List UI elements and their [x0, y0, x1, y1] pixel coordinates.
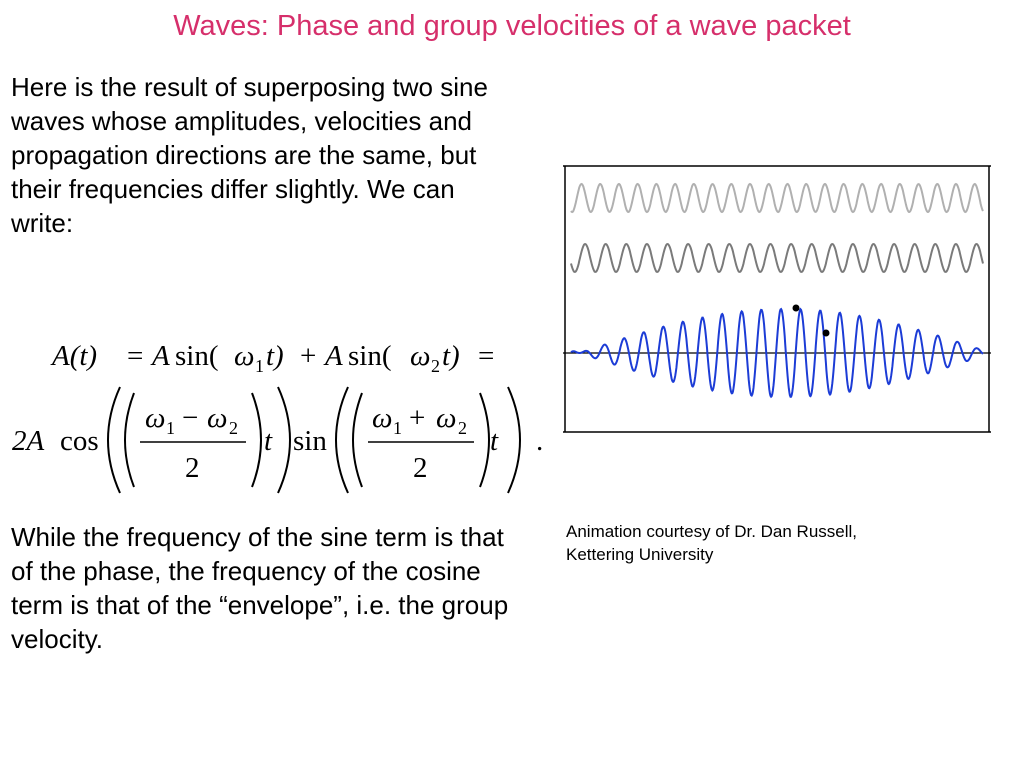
paren-cos-outer-right — [277, 386, 291, 494]
paren-sin-inner-right — [479, 392, 490, 488]
paren-cos-outer-left — [107, 386, 121, 494]
eq-amplitude-1: A — [150, 340, 170, 372]
frac2-denominator: 2 — [413, 452, 428, 484]
intro-paragraph: Here is the result of superposing two si… — [11, 72, 488, 238]
eq-lhs: A(t) — [50, 340, 97, 372]
paren-cos-inner-left — [124, 392, 135, 488]
equation-line-2: 2A cos ω 1 − ω 2 2 t sin ω 1 + ω 2 2 t . — [12, 386, 543, 494]
frac1-sub-b: 2 — [229, 418, 238, 438]
paren-cos-inner-right — [251, 392, 262, 488]
superposition-equation: A(t) = A sin( ω 1 t) + A sin( ω 2 t) = 2… — [12, 340, 543, 494]
frac2-sub-b: 2 — [458, 418, 467, 438]
eq-period: . — [536, 425, 543, 457]
eq-sin-2: sin( — [348, 340, 392, 372]
frac1-sub-a: 1 — [166, 418, 175, 438]
frac1-omega-b: ω — [207, 402, 227, 434]
eq-t-sin: t — [490, 425, 499, 457]
frac2-omega-a: ω — [372, 402, 392, 434]
eq-equals-2: = — [478, 340, 494, 372]
wave-animation-frame — [563, 165, 991, 433]
eq-cos: cos — [60, 425, 99, 457]
paren-sin-inner-left — [352, 392, 363, 488]
eq-sin-3: sin — [293, 425, 327, 457]
equation-line-1: A(t) = A sin( ω 1 t) + A sin( ω 2 t) = — [50, 340, 494, 376]
frac2-omega-b: ω — [436, 402, 456, 434]
closing-paragraph: While the frequency of the sine term is … — [11, 522, 509, 654]
credit-line-1: Animation courtesy of Dr. Dan Russell, — [566, 522, 858, 541]
paren-sin-outer-left — [335, 386, 349, 494]
mid-sine-wave — [570, 242, 984, 273]
credit-line-2: Kettering University — [566, 545, 714, 564]
eq-equals-1: = — [127, 340, 143, 372]
eq-t-cos: t — [264, 425, 273, 457]
eq-amplitude-2: A — [323, 340, 343, 372]
eq-sub-2: 2 — [431, 356, 440, 376]
eq-t-close-1: t) — [266, 340, 284, 372]
eq-omega-2: ω — [410, 340, 430, 372]
eq-prefix: 2A — [12, 425, 45, 457]
frac2-sub-a: 1 — [393, 418, 402, 438]
eq-t-close-2: t) — [442, 340, 460, 372]
slide-title: Waves: Phase and group velocities of a w… — [173, 10, 851, 42]
frac1-omega-a: ω — [145, 402, 165, 434]
phase-marker-dot — [792, 304, 800, 312]
light-sine-wave — [570, 182, 984, 214]
eq-omega-1: ω — [234, 340, 254, 372]
group-marker-dot — [822, 329, 830, 337]
frac2-plus: + — [409, 402, 425, 434]
animation-credit: Animation courtesy of Dr. Dan Russell, K… — [566, 520, 986, 566]
eq-sub-1: 1 — [255, 356, 264, 376]
paren-sin-outer-right — [507, 386, 521, 494]
eq-plus-1: + — [300, 340, 316, 372]
wave-packet — [570, 307, 984, 399]
frac1-denominator: 2 — [185, 452, 200, 484]
eq-sin-1: sin( — [175, 340, 219, 372]
frac1-minus: − — [182, 402, 198, 434]
